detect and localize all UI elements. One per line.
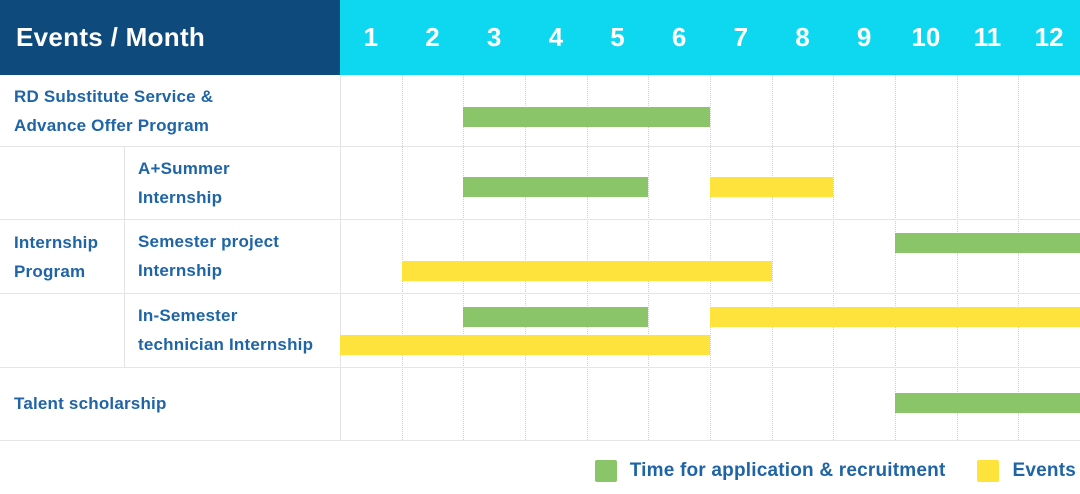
legend-label-application: Time for application & recruitment <box>629 460 946 481</box>
month-header-cell: 4 <box>548 22 564 52</box>
month-gridline <box>463 75 465 440</box>
row-label-rd-substitute-line: Advance Offer Program <box>14 115 210 135</box>
bar-events <box>340 335 710 355</box>
row-divider <box>0 293 1080 294</box>
row-label-talent-scholarship-line: Talent scholarship <box>14 394 167 413</box>
row-label-in-semester-technician-line: technician Internship <box>138 335 314 354</box>
month-header-cell: 12 <box>1034 22 1064 52</box>
group-label-internship-program: Internship Program <box>0 146 124 367</box>
row-label-semester-project-line: Semester project <box>138 232 280 251</box>
month-gridline <box>771 75 773 440</box>
month-gridline <box>1018 75 1020 440</box>
month-header-cell: 8 <box>795 22 810 52</box>
events-month-header: Events / Month <box>0 0 340 75</box>
row-label-rd-substitute: RD Substitute Service & Advance Offer Pro… <box>0 75 340 146</box>
month-header-cell: 6 <box>671 22 687 52</box>
month-header-cell: 3 <box>486 22 502 52</box>
row-label-talent-scholarship: Talent scholarship <box>0 367 340 440</box>
month-header-strip <box>340 0 1080 75</box>
row-label-semester-project: Semester project Internship <box>124 219 340 293</box>
month-header-cell: 7 <box>733 22 749 52</box>
group-label-internship-program-line: Internship <box>14 232 99 252</box>
month-header-cell: 1 <box>363 22 379 52</box>
row-label-a-summer: A+Summer Internship <box>124 146 340 219</box>
month-gridline <box>833 75 835 440</box>
row-label-in-semester-technician: In-Semester technician Internship <box>124 293 340 367</box>
legend-item-application: Time for application & recruitment <box>594 460 946 482</box>
group-label-internship-program-line: Program <box>14 261 86 281</box>
legend-item-events: Events <box>977 460 1076 482</box>
bar-events <box>710 177 834 197</box>
row-label-a-summer-line: A+Summer <box>138 158 230 178</box>
bar-application <box>895 393 1080 413</box>
month-gridline <box>648 75 650 440</box>
month-gridline <box>956 75 958 440</box>
row-label-a-summer-line: Internship <box>138 187 223 207</box>
row-divider <box>0 367 1080 368</box>
legend-swatch-events <box>977 460 1000 482</box>
month-header-cell: 5 <box>610 22 625 52</box>
month-header-cell: 2 <box>425 22 440 52</box>
group-sublabel-divider <box>124 146 125 367</box>
month-header-cell: 11 <box>973 22 1002 52</box>
row-divider <box>0 440 1080 441</box>
month-gridline <box>586 75 588 440</box>
bar-events <box>401 261 772 281</box>
bar-application <box>463 307 649 327</box>
row-label-semester-project-line: Internship <box>138 261 223 280</box>
bar-application <box>895 233 1080 253</box>
bar-application <box>463 107 710 127</box>
legend: Time for application & recruitment Event… <box>594 456 1076 486</box>
bar-events <box>710 307 1080 327</box>
month-gridline <box>710 75 711 440</box>
legend-label-events: Events <box>1012 460 1076 481</box>
row-label-rd-substitute-line: RD Substitute Service & <box>14 86 214 106</box>
bar-application <box>463 177 649 197</box>
month-header-cell: 10 <box>911 22 941 52</box>
label-chart-divider <box>340 75 341 440</box>
row-label-in-semester-technician-line: In-Semester <box>138 306 238 325</box>
row-divider <box>0 219 1080 220</box>
month-gridline <box>895 75 896 440</box>
legend-swatch-application <box>594 460 617 482</box>
month-gridline <box>525 75 526 440</box>
row-divider <box>0 146 1080 147</box>
month-gridline <box>401 75 403 440</box>
month-header-cell: 9 <box>856 22 872 52</box>
